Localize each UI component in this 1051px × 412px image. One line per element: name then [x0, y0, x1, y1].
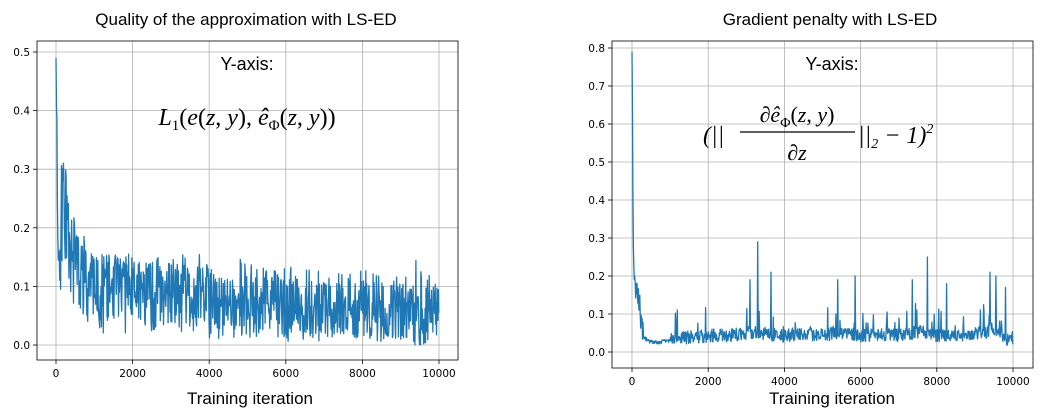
chart-right-annotation-label: Y-axis: [805, 54, 858, 74]
y-tick-label: 0.1 [588, 309, 605, 321]
y-tick-label: 0.2 [588, 271, 605, 283]
y-tick-label: 0.4 [588, 195, 605, 207]
y-tick-label: 0.8 [588, 43, 605, 55]
svg-text:∂z: ∂z [787, 140, 807, 165]
chart-right-annotation-formula: (|| ∂êΦ(z, y) ∂z ||2 − 1)2 [703, 102, 933, 165]
chart-left-series-line [55, 57, 440, 346]
x-tick-label: 6000 [847, 376, 874, 388]
chart-left-ticks: 0 2000 4000 6000 8000 10000 0.0 0.1 0.2 0.3 0.4 0.5 [13, 47, 455, 380]
y-tick-label: 0.6 [588, 119, 605, 131]
chart-left-frame [36, 40, 459, 361]
y-tick-label: 0.7 [588, 81, 605, 93]
y-tick-label: 0.3 [13, 164, 30, 176]
y-tick-label: 0.0 [588, 347, 605, 359]
y-tick-label: 0.3 [588, 233, 605, 245]
y-tick-label: 0.0 [13, 340, 30, 352]
x-tick-label: 0 [629, 376, 636, 388]
svg-text:∂êΦ(z, y): ∂êΦ(z, y) [760, 102, 835, 131]
x-tick-label: 8000 [923, 376, 950, 388]
svg-text:(||: (|| [703, 123, 724, 149]
chart-left-grid [37, 41, 458, 360]
chart-left-xlabel: Training iteration [187, 389, 313, 408]
chart-right-title: Gradient penalty with LS-ED [723, 10, 938, 29]
chart-left-annotation-label: Y-axis: [220, 54, 273, 74]
chart-right-xlabel: Training iteration [769, 389, 895, 408]
y-tick-label: 0.1 [13, 281, 30, 293]
y-tick-label: 0.5 [13, 47, 30, 59]
chart-right: Gradient penalty with LS-ED 0 2000 4000 600… [588, 10, 1034, 408]
svg-text:L1(e(z, y), êΦ(z, y)): L1(e(z, y), êΦ(z, y)) [157, 105, 335, 134]
chart-left-annotation-formula: L1(e(z, y), êΦ(z, y)) [157, 105, 335, 134]
x-tick-label: 0 [53, 368, 60, 380]
y-tick-label: 0.5 [588, 157, 605, 169]
chart-right-series-line [631, 51, 1014, 346]
x-tick-label: 4000 [196, 368, 223, 380]
svg-text:||2 − 1)2: ||2 − 1)2 [858, 122, 933, 152]
chart-left: Quality of the approximation with LS-ED … [13, 10, 459, 408]
x-tick-label: 2000 [695, 376, 722, 388]
x-tick-label: 10000 [422, 368, 455, 380]
y-tick-label: 0.4 [13, 106, 30, 118]
chart-right-grid [612, 41, 1033, 368]
y-tick-label: 0.2 [13, 223, 30, 235]
x-tick-label: 4000 [771, 376, 798, 388]
x-tick-label: 10000 [996, 376, 1029, 388]
chart-left-title: Quality of the approximation with LS-ED [95, 10, 396, 29]
x-tick-label: 6000 [272, 368, 299, 380]
x-tick-label: 2000 [119, 368, 146, 380]
chart-right-frame [611, 40, 1034, 369]
chart-right-ticks: 0 2000 4000 6000 8000 10000 0.0 0.1 0.2 0.3 0.4 0.5… [588, 43, 1029, 388]
x-tick-label: 8000 [349, 368, 376, 380]
